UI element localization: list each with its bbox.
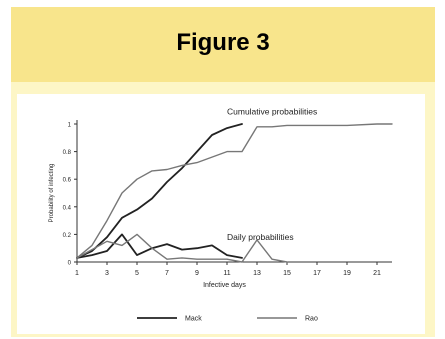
x-axis-title: Infective days — [203, 282, 246, 289]
legend-label-mack: Mack — [185, 316, 202, 323]
chart-legend: Mack Rao — [137, 316, 318, 323]
x-tick-label: 7 — [165, 270, 169, 277]
x-tick-label: 5 — [135, 270, 139, 277]
x-tick-label: 21 — [373, 270, 381, 277]
x-tick-label: 11 — [223, 270, 230, 277]
x-tick-label: 17 — [313, 270, 321, 277]
chart-lines — [76, 123, 393, 263]
figure-title: Figure 3 — [176, 29, 270, 56]
chart-panel: 1 3 5 7 9 11 13 15 17 19 21 0 0.2 0.4 0.6 0.8 1 Infective… — [17, 94, 425, 334]
line-chart: 1 3 5 7 9 11 13 15 17 19 2100.20.40.60.81Infective… — [49, 106, 393, 323]
cumulative-rao-line — [76, 123, 393, 259]
figure-header: Figure 3 — [11, 7, 435, 82]
x-tick-label: 19 — [343, 270, 351, 277]
chart-axes: 1 3 5 7 9 11 13 15 17 19 2100.20.40.60.81Infective… — [49, 120, 392, 289]
x-tick-label: 1 — [75, 270, 79, 277]
daily-rao-line — [76, 233, 288, 263]
x-tick-label: 3 — [105, 270, 109, 277]
y-tick-label: 0.6 — [63, 178, 72, 184]
x-tick-label: 15 — [283, 270, 291, 277]
y-axis-title: Probability of infecting — [49, 164, 55, 223]
x-tick-label: 9 — [195, 270, 199, 277]
y-tick-label: 1 — [68, 123, 72, 129]
chart-labels: Cumulative probabilities Daily probabilit… — [227, 106, 317, 242]
figure-frame: Figure 3 1 3 5 7 9 11 13 15 17 19 21 0 0.2 0.4 0.6 0.8 1… — [11, 7, 435, 337]
annotation-cumulative: Cumulative probabilities — [227, 106, 317, 116]
annotation-daily: Daily probabilities — [227, 232, 294, 242]
x-tick-label: 13 — [253, 270, 261, 277]
cumulative-mack-line — [76, 123, 243, 259]
daily-mack-line — [76, 233, 243, 259]
legend-label-rao: Rao — [305, 316, 318, 323]
y-tick-label: 0.8 — [63, 150, 72, 156]
y-tick-label: 0.4 — [63, 205, 72, 211]
y-tick-label: 0 — [68, 261, 72, 267]
y-tick-label: 0.2 — [63, 233, 72, 239]
